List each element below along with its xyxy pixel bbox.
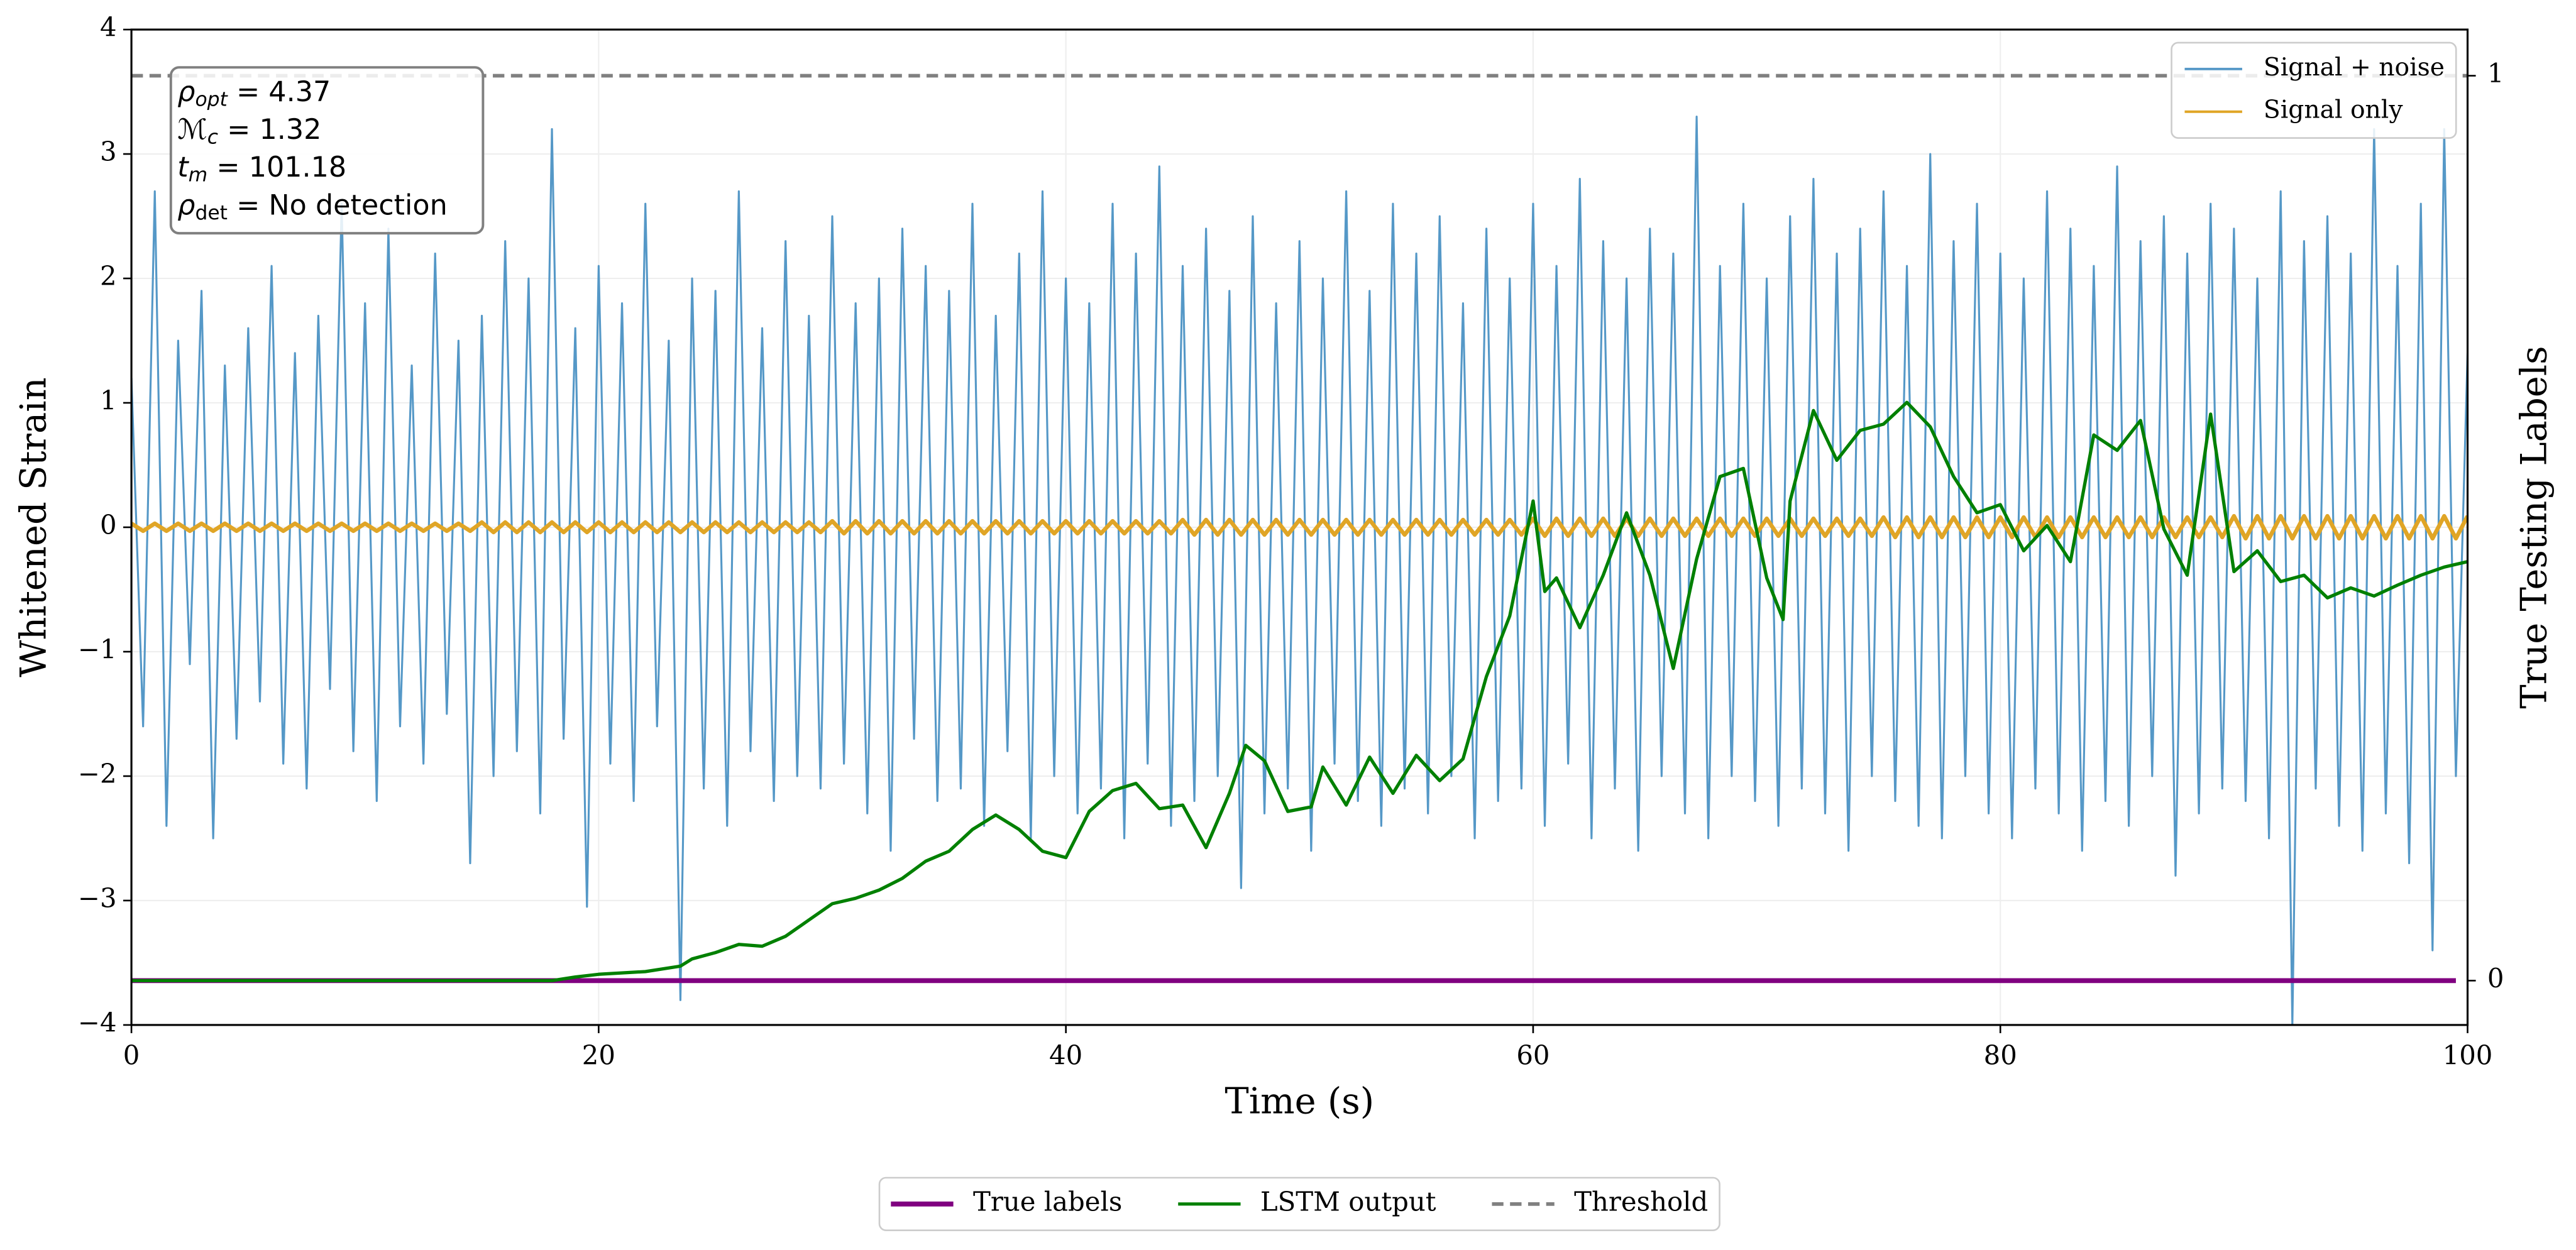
y2-axis-label: True Testing Labels bbox=[2513, 346, 2555, 708]
annotation: ρopt = 4.37 bbox=[177, 76, 331, 111]
x-tick-label: 20 bbox=[582, 1040, 615, 1071]
y2-tick-label: 1 bbox=[2487, 58, 2504, 89]
annotation-frame bbox=[169, 66, 485, 235]
x-tick-label: 100 bbox=[2443, 1040, 2493, 1071]
annotation-value: = No detection bbox=[228, 189, 448, 221]
x-axis-label: Time (s) bbox=[1225, 1080, 1374, 1122]
legend-label: Signal only bbox=[2264, 96, 2403, 124]
legend-lower-center: True labels LSTM output Threshold bbox=[878, 1176, 1720, 1231]
series-line bbox=[131, 116, 2468, 1025]
x-tick-label: 60 bbox=[1516, 1040, 1549, 1071]
annotation-value: = 1.32 bbox=[218, 114, 321, 146]
legend-frame bbox=[878, 1176, 1720, 1231]
y-tick-label: −2 bbox=[78, 758, 117, 789]
x-tick-label: 80 bbox=[1984, 1040, 2017, 1071]
y-tick-label: 2 bbox=[100, 261, 117, 292]
plot-frame bbox=[130, 28, 2469, 1026]
legend-label: Threshold bbox=[1574, 1186, 1708, 1217]
y-tick-label: 1 bbox=[100, 385, 117, 416]
annotation: ℳc = 1.32 bbox=[177, 114, 321, 148]
annotation-value: = 4.37 bbox=[228, 76, 331, 108]
x-tick-label: 0 bbox=[123, 1040, 140, 1071]
legend-label: LSTM output bbox=[1260, 1186, 1436, 1217]
annotation-symbol: ℳ bbox=[177, 114, 207, 146]
annotation-subscript: det bbox=[195, 202, 227, 224]
y-tick-label: 0 bbox=[100, 509, 117, 540]
annotation: ρdet = No detection bbox=[177, 189, 447, 224]
annotation-subscript: c bbox=[207, 126, 218, 149]
annotation-subscript: opt bbox=[195, 88, 228, 111]
legend-frame bbox=[2171, 41, 2457, 139]
annotation-symbol: ρ bbox=[177, 76, 195, 108]
legend-upper-right: Signal + noise Signal only bbox=[2171, 41, 2457, 139]
y-tick-label: −3 bbox=[78, 882, 117, 913]
y-axis-label: Whitened Strain bbox=[13, 377, 55, 677]
annotation-symbol: t bbox=[177, 151, 189, 184]
y-tick-label: −1 bbox=[78, 633, 117, 664]
annotation-subscript: m bbox=[189, 164, 208, 187]
annotation-value: = 101.18 bbox=[207, 151, 346, 184]
annotation: tm = 101.18 bbox=[177, 151, 346, 186]
y-tick-label: 3 bbox=[100, 136, 117, 167]
x-tick-label: 40 bbox=[1049, 1040, 1082, 1071]
y2-tick-label: 0 bbox=[2487, 963, 2504, 994]
legend-label: Signal + noise bbox=[2264, 53, 2445, 82]
annotation-symbol: ρ bbox=[177, 189, 195, 221]
y-tick-label: 4 bbox=[100, 12, 117, 43]
y-tick-label: −4 bbox=[78, 1007, 117, 1038]
legend-label: True labels bbox=[973, 1186, 1122, 1217]
series-line bbox=[131, 400, 2468, 982]
series-line bbox=[131, 513, 2468, 541]
